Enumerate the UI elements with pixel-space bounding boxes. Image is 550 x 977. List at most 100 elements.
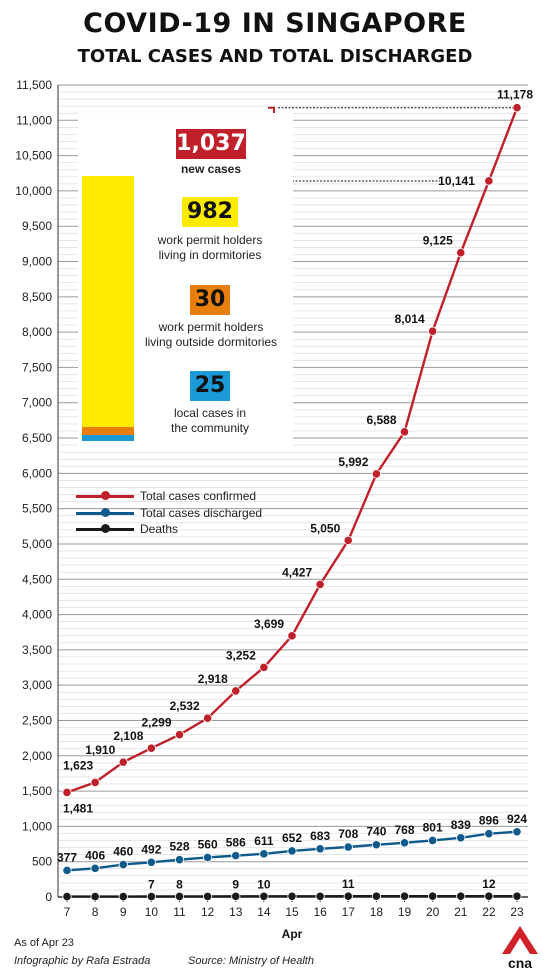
data-point-confirmed [484, 176, 494, 186]
y-axis-ticks: 0 500 1,000 1,500 2,000 2,500 3,000 3,500 4,000 4… [15, 78, 52, 904]
data-label-confirmed: 1,623 [63, 758, 93, 772]
y-tick-label: 9,500 [22, 219, 52, 233]
data-point-confirmed [174, 730, 185, 740]
stack-segment-outside [82, 426, 134, 435]
stack-segment-dorm [82, 176, 134, 427]
data-point-discharged [174, 855, 185, 865]
data-label-confirmed: 8,014 [395, 312, 425, 326]
x-tick-label: 9 [120, 905, 127, 919]
data-label-confirmed: 1,481 [63, 801, 93, 815]
x-tick-label: 22 [482, 905, 496, 919]
data-point-deaths [287, 891, 297, 901]
y-tick-label: 1,000 [22, 819, 52, 833]
data-label-discharged: 611 [254, 834, 274, 848]
new-cases-breakdown-panel: 1,037 new cases 982 work permit holders … [78, 113, 293, 451]
y-tick-label: 11,000 [16, 113, 52, 127]
data-point-discharged [456, 833, 466, 843]
data-label-deaths: 8 [176, 877, 183, 891]
data-label-confirmed: 2,299 [141, 716, 171, 730]
series-group [62, 103, 522, 902]
y-tick-label: 7,500 [22, 360, 52, 374]
data-label-discharged: 652 [282, 831, 302, 845]
as-of-date: As of Apr 23 [14, 937, 74, 949]
data-point-confirmed [315, 579, 325, 590]
data-point-discharged [203, 852, 213, 863]
data-point-discharged [371, 840, 381, 850]
data-label-confirmed: 2,108 [113, 729, 143, 743]
x-tick-label: 12 [201, 905, 215, 919]
x-tick-label: 21 [454, 905, 468, 919]
y-tick-label: 2,000 [22, 749, 52, 763]
data-label-discharged: 492 [141, 842, 161, 856]
data-point-confirmed [118, 757, 128, 767]
data-point-deaths [343, 891, 353, 901]
data-point-discharged [428, 835, 438, 846]
data-point-confirmed [428, 326, 438, 336]
data-label-discharged: 460 [113, 845, 133, 859]
data-label-deaths: 11 [342, 877, 355, 891]
dorm-cases-badge: 982 [182, 197, 238, 227]
data-label-discharged: 683 [310, 829, 330, 843]
data-label-discharged: 708 [338, 827, 358, 841]
x-axis-ticks: 7 8 9 10 11 12 13 14 15 16 17 18 19 20 21 22 23 [64, 897, 524, 919]
y-tick-label: 7,000 [22, 396, 52, 410]
data-label-discharged: 839 [451, 818, 471, 832]
data-label-discharged: 528 [169, 840, 189, 854]
data-point-discharged [287, 846, 297, 856]
data-point-confirmed [512, 103, 522, 113]
svg-text:cna: cna [508, 955, 532, 971]
data-point-confirmed [203, 713, 213, 723]
local-cases-badge: 25 [190, 371, 230, 401]
y-tick-label: 6,500 [22, 431, 52, 445]
data-label-confirmed: 6,588 [366, 413, 396, 427]
data-point-deaths [90, 891, 100, 902]
data-point-deaths [371, 891, 381, 901]
data-point-discharged [62, 865, 72, 875]
data-point-discharged [118, 859, 128, 870]
page-title: COVID-19 IN SINGAPORE [83, 8, 467, 39]
data-point-deaths [146, 891, 156, 902]
local-caption-line2: the community [170, 421, 250, 435]
data-label-confirmed: 2,918 [198, 672, 228, 686]
x-tick-label: 11 [173, 905, 186, 919]
y-tick-label: 8,000 [22, 325, 52, 339]
x-tick-label: 18 [370, 905, 384, 919]
data-label-confirmed: 1,910 [85, 743, 115, 757]
y-tick-label: 500 [32, 855, 52, 869]
data-point-confirmed [456, 248, 466, 258]
data-source: Source: Ministry of Health [188, 955, 314, 967]
data-point-deaths [512, 891, 522, 901]
y-tick-label: 10,000 [15, 184, 52, 198]
data-point-confirmed [343, 535, 353, 546]
data-point-deaths [315, 891, 325, 901]
data-label-confirmed: 3,699 [254, 617, 284, 631]
data-point-confirmed [287, 631, 297, 641]
data-point-confirmed [62, 787, 72, 798]
data-point-deaths [399, 891, 410, 901]
dorm-caption-line1: work permit holders [157, 233, 263, 247]
x-tick-label: 14 [257, 905, 271, 919]
y-tick-label: 5,500 [22, 502, 52, 516]
stack-segment-local [82, 434, 134, 441]
data-point-discharged [90, 863, 100, 873]
data-label-confirmed: 11,178 [497, 88, 533, 102]
x-tick-label: 16 [313, 905, 327, 919]
data-point-confirmed [399, 427, 410, 437]
x-tick-label: 8 [92, 905, 99, 919]
data-label-confirmed: 10,141 [438, 174, 475, 188]
data-point-discharged [399, 838, 410, 848]
outside-caption-line1: work permit holders [158, 320, 264, 334]
y-tick-label: 8,500 [22, 290, 52, 304]
data-label-discharged: 740 [366, 825, 386, 839]
y-tick-label: 6,000 [22, 466, 52, 480]
y-tick-label: 11,500 [16, 78, 52, 92]
y-tick-label: 4,500 [22, 572, 52, 586]
dorm-caption-line2: living in dormitories [158, 248, 262, 262]
data-label-confirmed: 2,532 [170, 699, 200, 713]
data-label-discharged: 801 [423, 820, 443, 834]
data-label-confirmed: 5,050 [310, 521, 340, 535]
new-cases-badge: 1,037 [176, 129, 246, 159]
data-label-discharged: 406 [85, 848, 105, 862]
y-tick-label: 3,000 [22, 678, 52, 692]
